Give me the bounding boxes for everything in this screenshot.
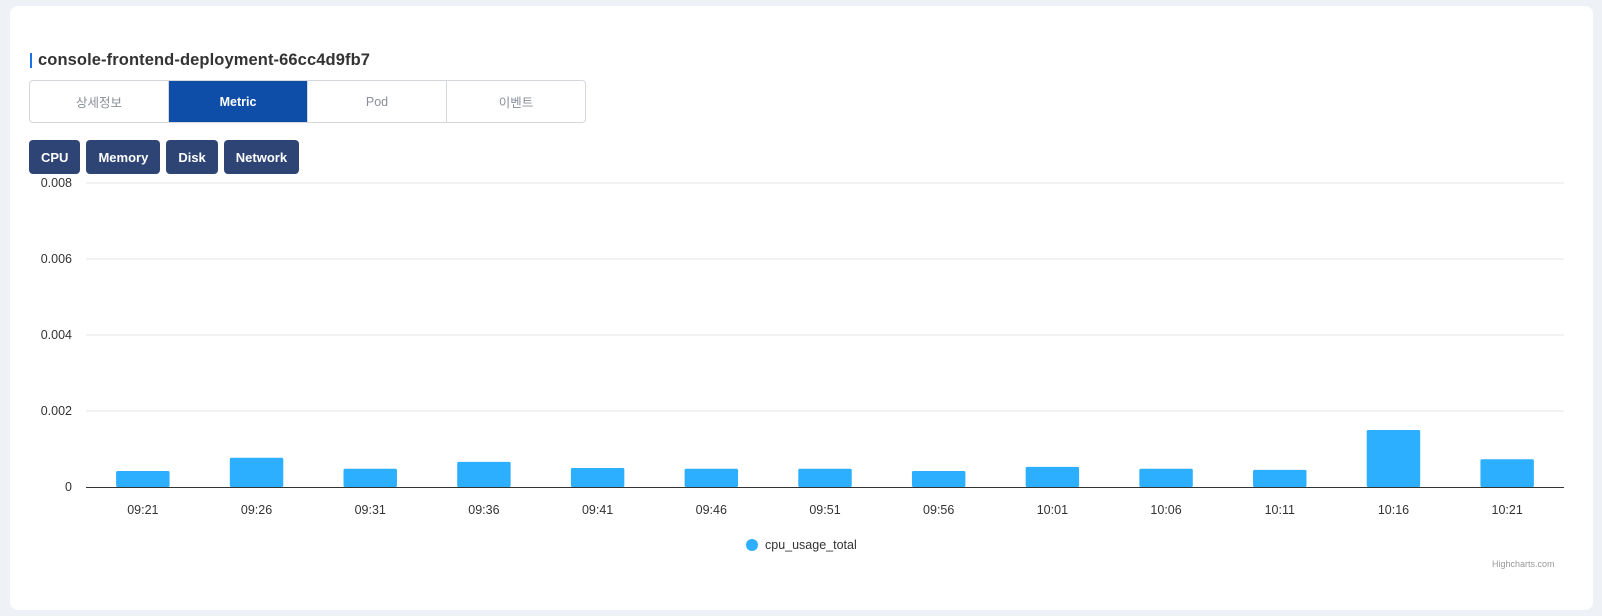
tab-pod[interactable]: Pod (308, 81, 447, 122)
data-bar (911, 471, 966, 487)
disk-button[interactable]: Disk (166, 140, 218, 174)
x-tick-label: 09:56 (923, 503, 954, 517)
x-tick-label: 09:31 (355, 503, 386, 517)
page-title: console-frontend-deployment-66cc4d9fb7 (38, 50, 371, 69)
title-accent-bar (30, 52, 32, 68)
metric-type-buttons: CPU Memory Disk Network (29, 140, 300, 174)
x-tick-label: 10:11 (1265, 503, 1295, 517)
data-bar (1025, 466, 1080, 487)
memory-button[interactable]: Memory (86, 140, 161, 174)
y-tick-label: 0.004 (41, 328, 72, 342)
tab-details[interactable]: 상세정보 (30, 81, 169, 122)
x-tick-label: 10:16 (1378, 503, 1409, 517)
data-bar (116, 471, 170, 487)
x-tick-label: 09:36 (468, 503, 499, 517)
network-button[interactable]: Network (223, 140, 300, 174)
x-tick-label: 09:21 (127, 503, 158, 517)
tab-events[interactable]: 이벤트 (498, 96, 534, 110)
y-tick-label: 0.008 (41, 176, 72, 190)
data-bar (570, 468, 625, 487)
data-bar (684, 468, 739, 487)
chart-credits[interactable]: Highcharts.com (1492, 559, 1555, 569)
data-bar (1366, 430, 1421, 487)
x-tick-label: 10:06 (1150, 503, 1181, 517)
x-tick-label: 10:21 (1492, 503, 1523, 517)
data-bar (457, 461, 511, 487)
legend-item-cpu-usage-total[interactable]: cpu_usage_total (765, 538, 857, 552)
page-title-wrap: console-frontend-deployment-66cc4d9fb7 (30, 48, 370, 72)
detail-tabs: 상세정보 Metric Pod 이벤트 (29, 80, 586, 123)
x-tick-label: 10:01 (1037, 503, 1068, 517)
data-bar (1480, 459, 1534, 487)
data-bar (343, 468, 397, 487)
data-bar (1253, 469, 1307, 487)
data-bar (229, 457, 284, 487)
legend-marker[interactable] (746, 539, 758, 551)
x-tick-label: 09:51 (809, 503, 840, 517)
tab-metric[interactable]: Metric (169, 81, 308, 122)
x-tick-label: 09:41 (582, 503, 613, 517)
data-bar (1139, 468, 1193, 487)
x-tick-label: 09:26 (241, 503, 272, 517)
x-tick-label: 09:46 (696, 503, 727, 517)
y-tick-label: 0 (65, 480, 72, 494)
data-bar (798, 468, 852, 487)
cpu-button[interactable]: CPU (29, 140, 81, 174)
y-tick-label: 0.006 (41, 252, 72, 266)
y-tick-label: 0.002 (41, 404, 72, 418)
